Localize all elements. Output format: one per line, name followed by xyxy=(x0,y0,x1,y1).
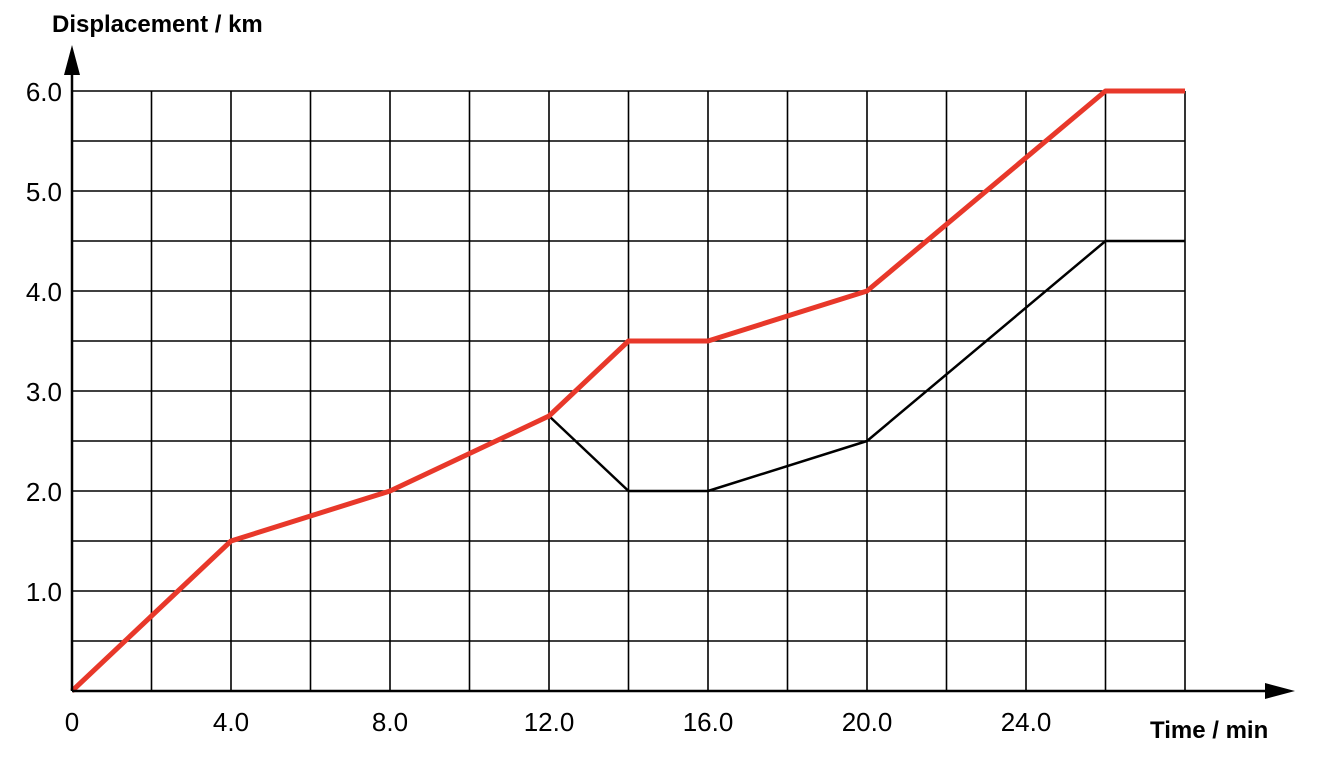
y-tick-label: 2.0 xyxy=(26,477,62,507)
series-line-2 xyxy=(548,239,1185,493)
grid xyxy=(72,90,1186,691)
x-tick-label: 4.0 xyxy=(213,707,249,737)
y-tick-label: 5.0 xyxy=(26,177,62,207)
x-axis-arrow-icon xyxy=(1265,683,1295,699)
x-tick-label: 20.0 xyxy=(842,707,893,737)
axes xyxy=(64,45,1295,699)
x-tick-label: 24.0 xyxy=(1001,707,1052,737)
x-tick-label: 0 xyxy=(65,707,79,737)
y-tick-label: 6.0 xyxy=(26,77,62,107)
x-axis-label: Time / min xyxy=(1150,717,1268,744)
series-line-1 xyxy=(70,88,1185,693)
y-tick-label: 1.0 xyxy=(26,577,62,607)
y-tick-label: 3.0 xyxy=(26,377,62,407)
y-axis-arrow-icon xyxy=(64,45,80,75)
tick-labels: 0 4.0 8.0 12.0 16.0 20.0 24.0 1.0 2.0 3.0 4.0 5.0 6.… xyxy=(26,77,1051,737)
x-tick-label: 8.0 xyxy=(372,707,408,737)
y-tick-label: 4.0 xyxy=(26,277,62,307)
x-tick-label: 12.0 xyxy=(524,707,575,737)
series-group xyxy=(70,88,1185,693)
x-tick-label: 16.0 xyxy=(683,707,734,737)
y-axis-label: Displacement / km xyxy=(52,11,263,38)
